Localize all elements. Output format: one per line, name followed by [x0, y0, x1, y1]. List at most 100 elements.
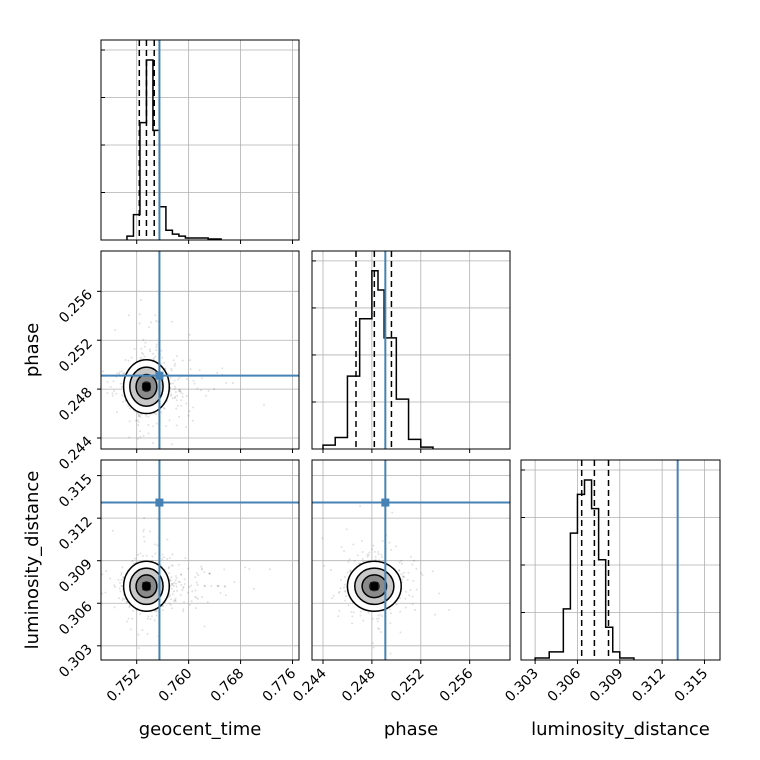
sample-point	[142, 353, 145, 356]
sample-point	[149, 350, 152, 353]
sample-point	[208, 572, 211, 575]
sample-point	[174, 597, 177, 600]
sample-point	[117, 578, 120, 581]
sample-point	[398, 569, 401, 572]
sample-point	[178, 581, 181, 584]
sample-point	[178, 389, 181, 392]
sample-point	[175, 407, 178, 410]
sample-point	[188, 586, 191, 589]
sample-point	[196, 597, 199, 600]
sample-point	[402, 575, 405, 578]
sample-point	[147, 415, 150, 418]
sample-point	[389, 622, 392, 625]
sample-point	[138, 313, 141, 316]
sample-point	[172, 359, 175, 362]
sample-point	[155, 319, 158, 322]
sample-point	[175, 424, 178, 427]
y-tick-label: 0.244	[56, 433, 96, 473]
sample-point	[409, 589, 412, 592]
sample-point	[136, 419, 139, 422]
sample-point	[147, 432, 150, 435]
x-tick-label: 0.768	[208, 666, 248, 706]
sample-point	[162, 604, 165, 607]
y-axis-title-phase: phase	[22, 323, 43, 377]
sample-point	[170, 367, 173, 370]
sample-point	[112, 389, 115, 392]
sample-point	[181, 396, 184, 399]
sample-point	[366, 555, 369, 558]
sample-point	[213, 388, 216, 391]
sample-point	[111, 394, 114, 397]
y-tick-label: 0.312	[56, 514, 96, 554]
sample-point	[233, 580, 236, 583]
sample-point	[178, 415, 181, 418]
sample-point	[200, 565, 203, 568]
y-tick-label: 0.248	[56, 385, 96, 425]
sample-point	[142, 554, 145, 557]
density-peak	[142, 582, 151, 591]
sample-point	[172, 584, 175, 587]
panel-frame	[100, 39, 300, 241]
sample-point	[434, 613, 437, 616]
sample-point	[174, 395, 177, 398]
sample-point	[162, 609, 165, 612]
sample-point	[168, 578, 171, 581]
sample-point	[351, 615, 354, 618]
sample-point	[195, 596, 198, 599]
sample-point	[349, 569, 352, 572]
sample-point	[359, 504, 362, 507]
sample-point	[168, 602, 171, 605]
sample-point	[127, 617, 130, 620]
sample-point	[179, 391, 182, 394]
sample-point	[170, 443, 173, 446]
sample-point	[162, 556, 165, 559]
sample-point	[189, 359, 192, 362]
sample-point	[169, 382, 172, 385]
sample-point	[171, 553, 174, 556]
sample-point	[378, 628, 381, 631]
sample-point	[174, 575, 177, 578]
sample-point	[371, 617, 374, 620]
sample-point	[196, 584, 199, 587]
sample-point	[141, 351, 144, 354]
sample-point	[121, 394, 124, 397]
sample-point	[138, 430, 141, 433]
sample-point	[377, 614, 380, 617]
sample-point	[154, 552, 157, 555]
sample-point	[115, 392, 118, 395]
sample-point	[414, 608, 417, 611]
sample-point	[168, 593, 171, 596]
sample-point	[143, 355, 146, 358]
sample-point	[168, 595, 171, 598]
sample-point	[186, 591, 189, 594]
sample-point	[338, 609, 341, 612]
sample-point	[174, 385, 177, 388]
sample-point	[201, 567, 204, 570]
sample-point	[191, 419, 194, 422]
sample-point	[133, 348, 136, 351]
sample-point	[119, 382, 122, 385]
sample-point	[407, 571, 410, 574]
sample-point	[330, 569, 333, 572]
sample-point	[448, 609, 451, 612]
sample-point	[196, 387, 199, 390]
sample-point	[362, 560, 365, 563]
sample-point	[122, 400, 125, 403]
sample-point	[184, 556, 187, 559]
sample-point	[128, 436, 131, 439]
sample-point	[346, 571, 349, 574]
sample-point	[349, 570, 352, 573]
contour-level	[354, 567, 395, 606]
sample-point	[188, 603, 191, 606]
truth-marker	[155, 371, 164, 380]
panel-frame	[311, 250, 511, 450]
sample-point	[161, 553, 164, 556]
sample-point	[338, 590, 341, 593]
sample-point	[145, 414, 148, 417]
sample-point	[160, 411, 163, 414]
panel-content	[101, 460, 299, 660]
sample-point	[170, 394, 173, 397]
sample-point	[154, 314, 157, 317]
sample-point	[161, 557, 164, 560]
sample-point	[389, 652, 392, 655]
